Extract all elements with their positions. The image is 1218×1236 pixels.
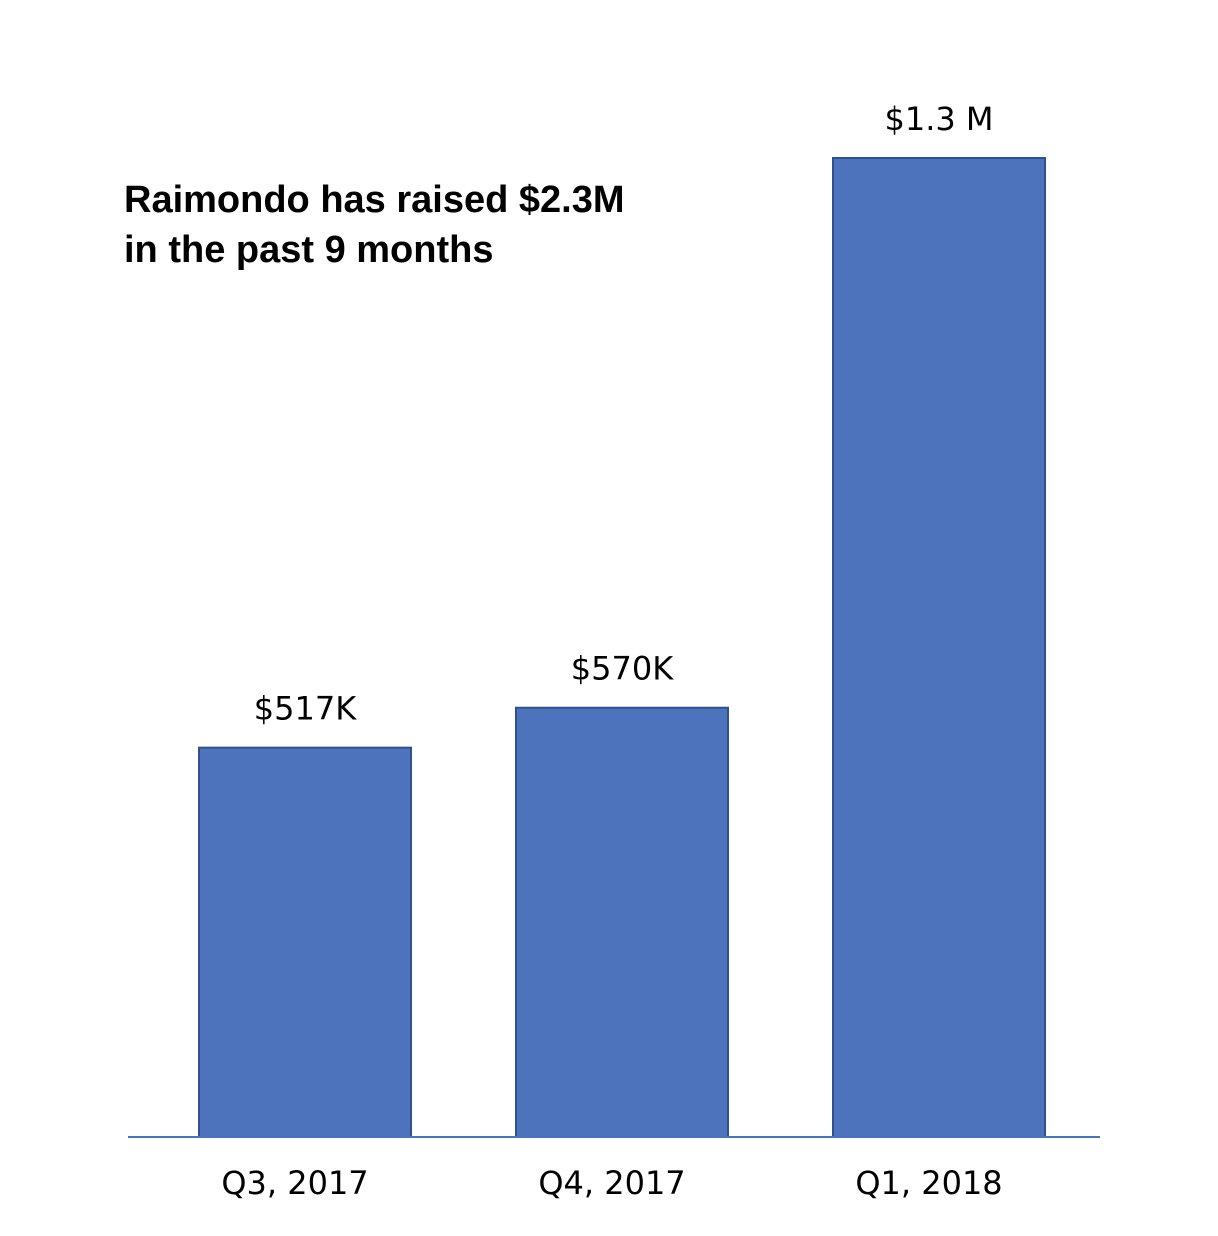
- bar-2: [515, 706, 729, 1138]
- x-tick-label-3: Q1, 2018: [855, 1164, 1002, 1202]
- bars: [198, 157, 1046, 1138]
- data-label-2: $570K: [571, 650, 674, 688]
- bar-1: [198, 746, 412, 1138]
- x-tick-label-2: Q4, 2017: [538, 1164, 685, 1202]
- bar-3: [832, 157, 1046, 1138]
- data-label-3: $1.3 M: [884, 100, 993, 138]
- chart-title-line-1: Raimondo has raised $2.3M: [124, 179, 625, 221]
- chart-title: Raimondo has raised $2.3M in the past 9 …: [124, 179, 625, 271]
- x-tick-label-1: Q3, 2017: [221, 1164, 368, 1202]
- x-axis-tick-labels: Q3, 2017 Q4, 2017 Q1, 2018: [221, 1164, 1002, 1202]
- data-labels: $517K $570K $1.3 M: [254, 100, 994, 728]
- data-label-1: $517K: [254, 690, 357, 728]
- chart-title-line-2: in the past 9 months: [124, 229, 493, 271]
